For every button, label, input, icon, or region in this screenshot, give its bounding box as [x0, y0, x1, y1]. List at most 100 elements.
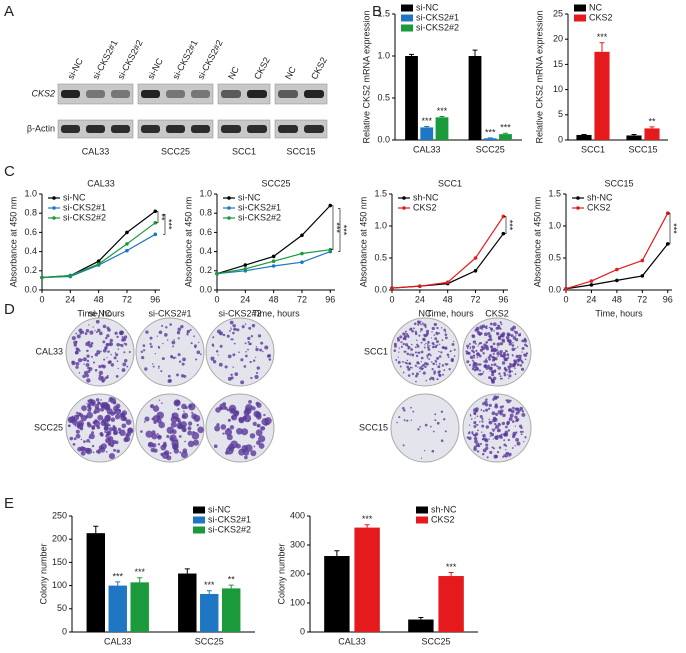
colony-dot — [233, 342, 236, 345]
colony-dot — [110, 353, 112, 356]
colony-dot — [514, 373, 517, 375]
colony-dot — [227, 418, 231, 422]
y-tick-label: 0.0 — [24, 284, 37, 294]
point — [300, 251, 304, 256]
colony-dot — [496, 332, 498, 334]
x-tick-label: 0 — [214, 294, 219, 304]
colony-dot — [428, 352, 431, 356]
colony-dot — [123, 342, 126, 345]
legend-label: CKS2 — [587, 202, 611, 212]
colony-dot — [268, 358, 272, 361]
colony-dot — [95, 331, 98, 334]
colony-dot — [158, 399, 161, 401]
colony-dot — [436, 344, 439, 347]
colony-dot — [415, 372, 419, 376]
colony-dot — [519, 364, 523, 367]
colony-dot — [152, 365, 155, 368]
colony-dot — [428, 342, 430, 344]
colony-dot — [187, 421, 193, 426]
colony-dot — [406, 419, 409, 422]
blot-band — [141, 125, 160, 133]
colony-dot — [227, 443, 235, 451]
colony-dot — [520, 426, 523, 429]
colony-dot — [499, 434, 503, 438]
point — [328, 203, 333, 208]
colony-dot — [190, 342, 193, 345]
colony-dot — [222, 333, 226, 337]
colony-dot — [181, 403, 187, 410]
blot-band — [278, 90, 298, 98]
colony-dot — [87, 370, 91, 374]
colony-dot — [96, 425, 99, 428]
colony-dot — [482, 435, 485, 437]
x-tick-label: CAL33 — [338, 636, 366, 646]
colony-dot — [95, 398, 100, 402]
colony-dot — [79, 332, 82, 335]
colony-dot — [96, 350, 101, 355]
colony-dot — [262, 350, 264, 353]
chart-title: SCC1 — [438, 178, 462, 188]
colony-dot — [247, 348, 249, 351]
colony-dot — [82, 374, 86, 379]
colony-dot — [419, 366, 423, 370]
colony-dot — [241, 325, 245, 329]
colony-dot — [213, 444, 218, 449]
colony-dot — [496, 342, 501, 346]
colony-dot — [507, 356, 510, 359]
colony-dot — [444, 336, 448, 340]
colony-dot — [484, 403, 489, 407]
colony-dot — [481, 372, 484, 375]
colony-dot — [402, 407, 405, 410]
colony-dot — [187, 430, 193, 436]
colony-dot — [88, 436, 91, 439]
colony-dot — [437, 371, 441, 374]
colony-dot — [434, 359, 437, 362]
colony-dot — [485, 408, 489, 412]
colony-dot — [107, 350, 110, 353]
colony-dot — [494, 435, 498, 440]
colony-dot — [476, 352, 480, 356]
colony-dot — [473, 361, 476, 364]
colony-dot — [477, 429, 479, 432]
colony-dot — [177, 424, 183, 430]
point — [501, 214, 506, 219]
colony-dot — [81, 330, 85, 334]
colony-dot — [97, 414, 104, 421]
colony-dot — [503, 432, 507, 437]
colony-dot — [475, 326, 480, 331]
y-axis-label: Absorbance at 450 nm — [358, 197, 368, 288]
x-tick-label: CAL33 — [104, 636, 132, 646]
colony-dot — [521, 410, 525, 413]
colony-dot — [497, 366, 502, 370]
colony-dot — [485, 443, 489, 447]
colony-dot — [506, 420, 511, 425]
colony-dot — [121, 368, 126, 372]
colony-dot — [252, 421, 257, 426]
colony-dot — [157, 415, 161, 419]
y-tick-label: 300 — [290, 539, 305, 549]
point — [40, 275, 44, 280]
colony-dot — [446, 363, 449, 366]
blot-band — [141, 90, 160, 98]
colony-dot — [216, 423, 220, 427]
colony-dot — [264, 417, 272, 425]
colony-dot — [87, 366, 90, 370]
lane-label: NC — [283, 64, 298, 81]
colony-dot — [432, 345, 435, 349]
significance: *** — [339, 225, 349, 236]
colony-dot — [434, 345, 438, 349]
colony-dot — [255, 347, 259, 352]
colony-dot — [194, 346, 197, 349]
colony-dot — [435, 340, 439, 344]
colony-dot — [468, 424, 471, 426]
colony-dot — [252, 359, 256, 362]
colony-dot — [170, 355, 173, 358]
colony-dot — [100, 433, 104, 437]
colony-dot — [102, 340, 106, 344]
y-tick-label: 0.0 — [548, 284, 561, 294]
colony-dot — [511, 420, 515, 423]
colony-dot — [438, 355, 442, 358]
colony-dot — [453, 348, 456, 351]
colony-dot — [86, 378, 91, 383]
legend-swatch — [416, 516, 428, 524]
